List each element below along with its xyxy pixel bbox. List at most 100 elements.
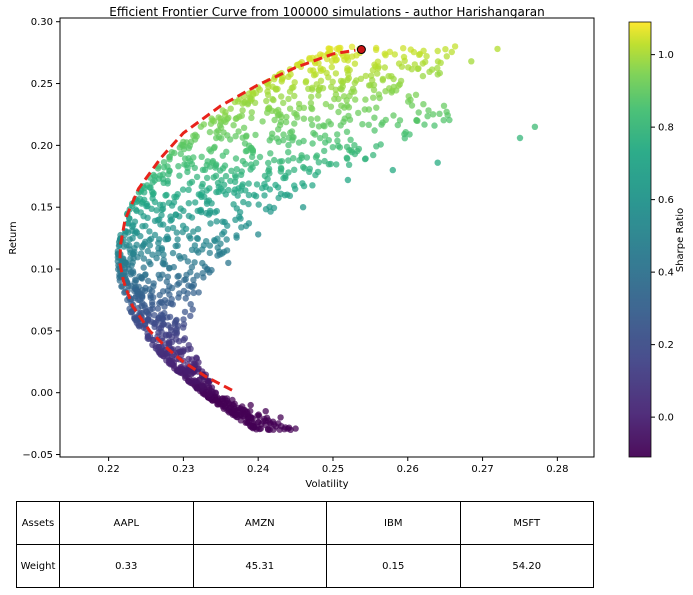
- colorbar-tick-label: 0.8: [658, 123, 674, 134]
- scatter-point: [191, 242, 199, 249]
- scatter-point: [190, 276, 197, 284]
- y-tick-label: 0.15: [31, 203, 53, 214]
- scatter-point: [209, 157, 217, 165]
- scatter-point: [348, 43, 356, 50]
- scatter-point: [281, 192, 288, 199]
- scatter-point: [400, 45, 407, 52]
- scatter-point: [182, 295, 189, 302]
- scatter-point: [365, 82, 373, 89]
- scatter-point: [180, 207, 187, 214]
- scatter-point: [205, 197, 213, 204]
- scatter-point: [415, 65, 422, 72]
- scatter-point: [220, 117, 228, 124]
- scatter-point: [291, 166, 298, 173]
- scatter-point: [332, 70, 340, 77]
- scatter-point: [315, 92, 322, 99]
- scatter-point: [300, 115, 308, 122]
- table-cell-asset: AAPL: [59, 501, 194, 545]
- scatter-point: [448, 48, 455, 56]
- scatter-point: [365, 121, 372, 128]
- scatter-point: [206, 146, 213, 153]
- scatter-point: [175, 294, 182, 301]
- colorbar-label: Sharpe Ratio: [675, 208, 686, 272]
- scatter-point: [195, 289, 202, 296]
- scatter-point: [440, 102, 448, 110]
- scatter-point: [159, 343, 166, 350]
- scatter-point: [151, 231, 159, 239]
- y-tick-label: 0.05: [31, 326, 53, 337]
- scatter-point: [276, 158, 284, 165]
- scatter-point: [252, 131, 259, 139]
- colorbar-ticks: 0.0 0.2 0.4 0.6 0.8 1.0: [651, 50, 674, 424]
- scatter-point: [193, 385, 201, 392]
- scatter-point: [240, 411, 248, 418]
- scatter-point: [211, 143, 218, 151]
- scatter-point: [239, 107, 246, 114]
- scatter-point: [434, 159, 441, 166]
- scatter-point: [400, 53, 408, 61]
- scatter-point: [174, 273, 181, 280]
- scatter-point: [149, 188, 156, 195]
- scatter-point: [516, 134, 524, 142]
- scatter-point: [292, 425, 299, 432]
- scatter-point: [321, 132, 329, 139]
- scatter-point: [169, 224, 177, 232]
- scatter-point: [296, 105, 303, 112]
- scatter-point: [327, 160, 334, 168]
- scatter-point: [203, 174, 211, 182]
- scatter-point: [412, 91, 420, 99]
- scatter-point: [197, 191, 204, 199]
- scatter-point: [141, 184, 148, 192]
- scatter-point: [355, 109, 362, 117]
- scatter-point: [298, 154, 305, 161]
- scatter-point: [436, 110, 443, 118]
- scatter-point: [199, 259, 206, 267]
- scatter-point: [160, 159, 168, 166]
- scatter-point: [166, 154, 173, 161]
- scatter-point: [227, 105, 234, 112]
- scatter-point: [239, 181, 246, 188]
- scatter-point: [340, 78, 347, 85]
- scatter-point: [243, 132, 250, 139]
- scatter-point: [141, 240, 148, 248]
- scatter-point: [206, 128, 214, 136]
- scatter-point: [219, 218, 226, 225]
- scatter-point: [173, 229, 180, 236]
- scatter-point: [142, 222, 149, 230]
- scatter-point: [292, 185, 299, 193]
- scatter-point: [349, 53, 356, 60]
- scatter-point: [280, 137, 287, 144]
- scatter-point: [351, 150, 359, 158]
- scatter-point: [193, 272, 201, 279]
- scatter-point: [327, 45, 334, 53]
- y-tick-label: 0.30: [31, 17, 53, 28]
- scatter-point: [309, 86, 316, 93]
- scatter-point: [262, 206, 270, 213]
- scatter-point: [173, 193, 180, 201]
- x-tick-label: 0.26: [397, 464, 419, 475]
- scatter-point: [271, 156, 278, 164]
- scatter-point: [343, 128, 351, 135]
- table-header-weight: Weight: [16, 544, 60, 588]
- scatter-point: [176, 213, 183, 220]
- scatter-point: [277, 414, 284, 421]
- scatter-point: [421, 121, 428, 128]
- scatter-point: [309, 182, 316, 189]
- scatter-point: [177, 150, 184, 158]
- scatter-point: [386, 48, 393, 55]
- scatter-point: [145, 335, 153, 342]
- scatter-point: [345, 161, 353, 168]
- scatter-point: [168, 216, 175, 223]
- scatter-point: [370, 81, 378, 89]
- scatter-point: [157, 348, 164, 355]
- scatter-point: [321, 157, 328, 165]
- scatter-point: [329, 144, 336, 151]
- scatter-point: [283, 113, 290, 121]
- scatter-point: [132, 228, 139, 235]
- scatter-point: [130, 270, 137, 277]
- scatter-point: [176, 144, 183, 151]
- scatter-point: [348, 88, 355, 96]
- scatter-point: [157, 311, 165, 318]
- scatter-point: [252, 159, 260, 166]
- scatter-point: [408, 102, 416, 109]
